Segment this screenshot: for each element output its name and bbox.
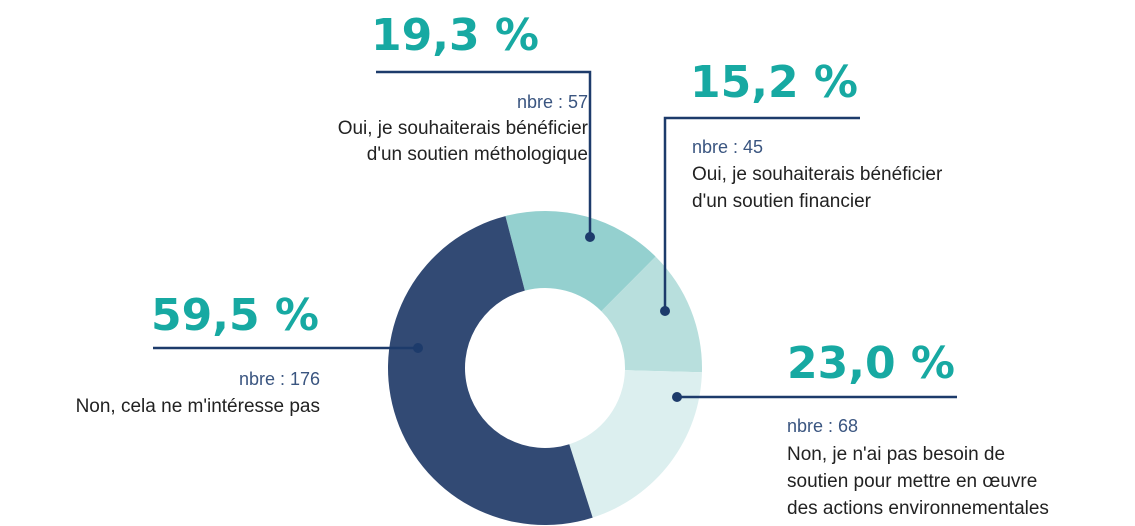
category-label: Non, cela ne m'intéresse pas xyxy=(76,396,320,417)
category-label: d'un soutien méthologique xyxy=(367,144,588,165)
category-label: Non, je n'ai pas besoin de xyxy=(787,444,1005,465)
leader-dot xyxy=(672,392,682,402)
donut-slice xyxy=(505,210,656,312)
category-label: des actions environnementales xyxy=(787,498,1049,519)
category-label: Oui, je souhaiterais bénéficier xyxy=(338,118,589,139)
category-label: Oui, je souhaiterais bénéficier xyxy=(692,164,943,185)
donut-slice xyxy=(601,256,702,373)
value-label: 15,2 % xyxy=(690,57,858,108)
leader-line xyxy=(376,70,592,237)
value-label: 19,3 % xyxy=(371,10,539,61)
category-label: d'un soutien financier xyxy=(692,191,872,212)
donut-slice xyxy=(387,216,593,526)
leader-dot xyxy=(585,232,595,242)
leader-dot xyxy=(660,306,670,316)
value-label: 23,0 % xyxy=(787,338,955,389)
leader-dot xyxy=(413,343,423,353)
donut-slice xyxy=(569,370,702,518)
count-label: nbre : 45 xyxy=(692,137,763,157)
category-label: soutien pour mettre en œuvre xyxy=(787,471,1037,492)
count-label: nbre : 57 xyxy=(517,92,588,112)
leader-line xyxy=(663,116,860,311)
count-label: nbre : 68 xyxy=(787,416,858,436)
value-label: 59,5 % xyxy=(151,290,319,341)
count-label: nbre : 176 xyxy=(239,369,320,389)
